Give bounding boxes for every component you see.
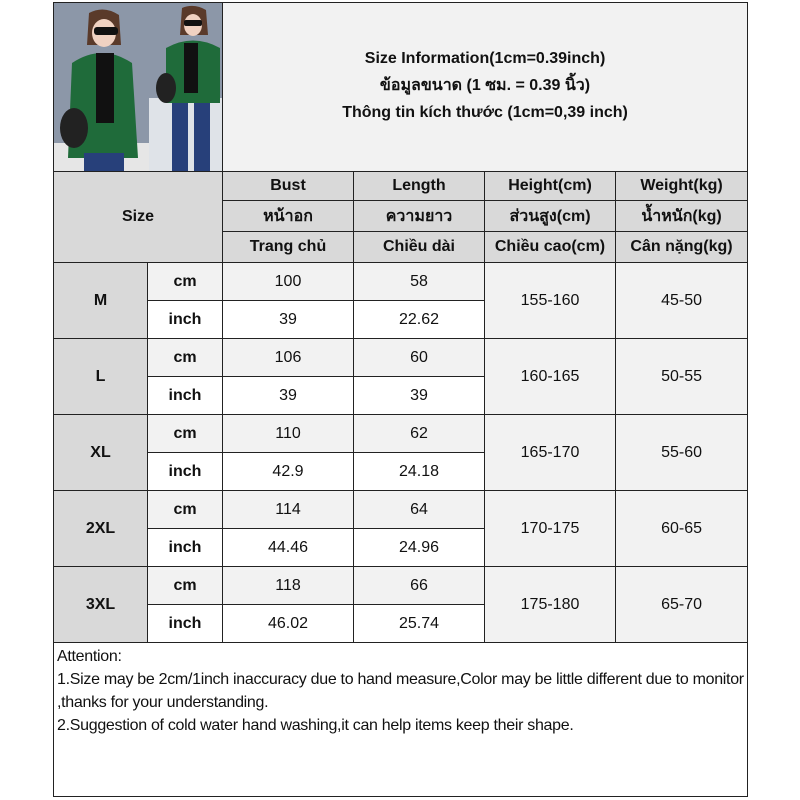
header-height-vi: Chiều cao(cm) xyxy=(484,231,616,263)
table-row-cm: 2XL cm 114 64 170-175 60-65 xyxy=(53,490,749,567)
title-thai: ข้อมูลขนาด (1 ซม. = 0.39 นิ้ว) xyxy=(379,77,591,94)
title-english: Size Information(1cm=0.39inch) xyxy=(364,50,606,67)
size-label: XL xyxy=(53,414,148,491)
header-bust-en: Bust xyxy=(222,171,354,201)
header-height-en: Height(cm) xyxy=(484,171,616,201)
size-label: L xyxy=(53,338,148,415)
table-row-inch: inch 39 39 xyxy=(54,376,748,415)
length-inch: 39 xyxy=(353,376,485,415)
length-cm: 60 xyxy=(353,338,485,377)
attention-note-1: 1.Size may be 2cm/1inch inaccuracy due t… xyxy=(57,671,744,711)
bust-inch: 39 xyxy=(222,376,354,415)
bust-cm: 100 xyxy=(222,262,354,301)
length-cm: 58 xyxy=(353,262,485,301)
length-cm: 62 xyxy=(353,414,485,453)
header-weight-en: Weight(kg) xyxy=(614,171,749,201)
length-cm: 64 xyxy=(353,490,485,529)
weight-range: 65-70 xyxy=(614,566,749,643)
size-chart-table: Size Information(1cm=0.39inch) ข้อมูลขนา… xyxy=(52,2,749,797)
length-inch: 24.18 xyxy=(353,452,485,491)
weight-range: 50-55 xyxy=(614,338,749,415)
bust-inch: 39 xyxy=(222,300,354,339)
header-weight-th: น้ำหนัก(kg) xyxy=(614,200,749,232)
size-label: M xyxy=(53,262,148,339)
table-row-inch: inch 42.9 24.18 xyxy=(54,452,748,491)
unit-inch: inch xyxy=(147,528,223,567)
bust-inch: 42.9 xyxy=(222,452,354,491)
product-photo-icon xyxy=(54,3,222,171)
unit-inch: inch xyxy=(147,452,223,491)
bust-inch: 46.02 xyxy=(222,604,354,643)
height-range: 160-165 xyxy=(484,338,616,415)
length-inch: 25.74 xyxy=(353,604,485,643)
weight-range: 55-60 xyxy=(614,414,749,491)
unit-inch: inch xyxy=(147,604,223,643)
unit-cm: cm xyxy=(147,338,223,377)
header-height-th: ส่วนสูง(cm) xyxy=(484,200,616,232)
bust-cm: 110 xyxy=(222,414,354,453)
title-vietnamese: Thông tin kích thước (1cm=0,39 inch) xyxy=(342,104,628,121)
length-cm: 66 xyxy=(353,566,485,605)
length-inch: 22.62 xyxy=(353,300,485,339)
product-photo xyxy=(53,2,223,172)
unit-cm: cm xyxy=(147,262,223,301)
height-range: 175-180 xyxy=(484,566,616,643)
size-header: Size xyxy=(53,171,223,263)
header-weight-vi: Cân nặng(kg) xyxy=(614,231,749,263)
attention-notes: Attention: 1.Size may be 2cm/1inch inaccu… xyxy=(52,642,749,797)
length-inch: 24.96 xyxy=(353,528,485,567)
header-length-th: ความยาว xyxy=(353,200,485,232)
unit-cm: cm xyxy=(147,566,223,605)
bust-inch: 44.46 xyxy=(222,528,354,567)
weight-range: 60-65 xyxy=(614,490,749,567)
table-row-cm: 3XL cm 118 66 175-180 65-70 xyxy=(53,566,749,643)
size-label: 3XL xyxy=(53,566,148,643)
unit-cm: cm xyxy=(147,414,223,453)
weight-range: 45-50 xyxy=(614,262,749,339)
table-row-inch: inch 39 22.62 xyxy=(54,300,748,339)
header-bust-vi: Trang chủ xyxy=(222,231,354,263)
header-bust-th: หน้าอก xyxy=(222,200,354,232)
unit-inch: inch xyxy=(147,300,223,339)
height-range: 170-175 xyxy=(484,490,616,567)
size-label: 2XL xyxy=(53,490,148,567)
height-range: 165-170 xyxy=(484,414,616,491)
bust-cm: 106 xyxy=(222,338,354,377)
table-row-cm: XL cm 110 62 165-170 55-60 xyxy=(53,414,749,491)
attention-heading: Attention: xyxy=(57,648,122,665)
unit-inch: inch xyxy=(147,376,223,415)
attention-note-2: 2.Suggestion of cold water hand washing,… xyxy=(57,717,574,734)
header-length-vi: Chiều dài xyxy=(353,231,485,263)
title-cell: Size Information(1cm=0.39inch) ข้อมูลขนา… xyxy=(221,2,749,172)
bust-cm: 114 xyxy=(222,490,354,529)
height-range: 155-160 xyxy=(484,262,616,339)
table-row-inch: inch 44.46 24.96 xyxy=(54,528,748,567)
header-length-en: Length xyxy=(353,171,485,201)
bust-cm: 118 xyxy=(222,566,354,605)
unit-cm: cm xyxy=(147,490,223,529)
